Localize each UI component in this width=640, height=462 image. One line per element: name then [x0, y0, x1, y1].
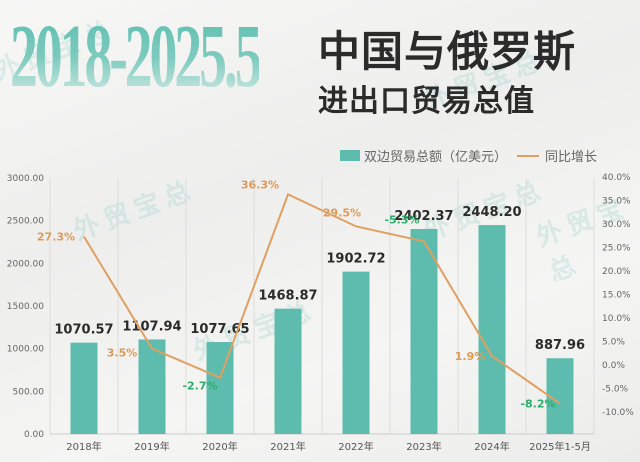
x-axis-label: 2020年	[202, 440, 237, 453]
page-subtitle: 进出口贸易总值	[318, 84, 535, 119]
x-axis-label: 2018年	[66, 440, 101, 453]
x-axis-label: 2019年	[134, 440, 169, 453]
bar	[410, 228, 438, 434]
growth-label: -5.3%	[384, 213, 419, 226]
right-axis-tick: -10.0%	[602, 408, 634, 418]
bar-value-label: 1468.87	[258, 289, 317, 304]
left-axis-tick: 2000.00	[7, 259, 44, 269]
right-axis-tick: 5.0%	[602, 338, 625, 348]
left-axis-tick: 3000.00	[7, 174, 44, 184]
x-axis-label: 2024年	[474, 440, 509, 453]
right-axis-tick: 35.0%	[602, 197, 631, 207]
growth-label: 3.5%	[107, 347, 138, 360]
right-axis-tick: 0.0%	[602, 361, 625, 371]
right-axis-tick: 10.0%	[602, 314, 631, 324]
bar	[206, 342, 234, 434]
bar	[70, 342, 98, 434]
page-title: 中国与俄罗斯	[318, 27, 577, 76]
growth-label: -2.7%	[182, 380, 217, 393]
x-axis-label: 2022年	[338, 440, 373, 453]
right-axis-tick: 25.0%	[602, 244, 631, 254]
left-axis-tick: 0.00	[24, 430, 44, 440]
bar-value-label: 2448.20	[462, 205, 521, 220]
x-axis-label: 2023年	[406, 440, 441, 453]
year-range-heading: 2018-2025.5	[10, 7, 263, 106]
bar-value-label: 1107.94	[122, 319, 181, 334]
right-axis-tick: 30.0%	[602, 220, 631, 230]
bar	[138, 339, 166, 434]
x-axis-label: 2021年	[270, 440, 305, 453]
right-axis-tick: -5.0%	[602, 385, 629, 395]
left-axis-tick: 500.00	[13, 387, 45, 397]
x-axis-label: 2025年1-5月	[529, 440, 591, 453]
bar	[342, 271, 370, 434]
line-legend-label: 同比增长	[545, 150, 598, 165]
bar	[478, 225, 506, 434]
right-axis-tick: 15.0%	[602, 291, 631, 301]
bar-value-label: 1902.72	[326, 252, 385, 267]
growth-line	[83, 193, 561, 405]
left-axis-tick: 2500.00	[7, 217, 44, 227]
bar-value-label: 1070.57	[54, 323, 113, 338]
growth-label: 36.3%	[241, 178, 279, 191]
bar-legend-swatch	[340, 150, 360, 161]
growth-label: 1.9%	[455, 350, 486, 363]
growth-label: -8.2%	[520, 398, 555, 411]
bar-value-label: 2402.37	[394, 209, 453, 224]
bar-legend-label: 双边贸易总额（亿美元）	[364, 150, 508, 165]
left-axis-tick: 1000.00	[7, 345, 44, 355]
bar	[274, 308, 302, 434]
right-axis-tick: 20.0%	[602, 267, 631, 277]
growth-label: 27.3%	[37, 231, 75, 244]
growth-label: 29.5%	[323, 206, 361, 219]
bar-value-label: 1077.65	[190, 322, 249, 337]
bar-value-label: 887.96	[535, 338, 585, 353]
line-legend-swatch	[517, 154, 540, 157]
right-axis-tick: 40.0%	[602, 173, 631, 183]
chart-legend: 双边贸易总额（亿美元） 同比增长	[340, 146, 597, 165]
left-axis-tick: 1500.00	[7, 302, 44, 312]
